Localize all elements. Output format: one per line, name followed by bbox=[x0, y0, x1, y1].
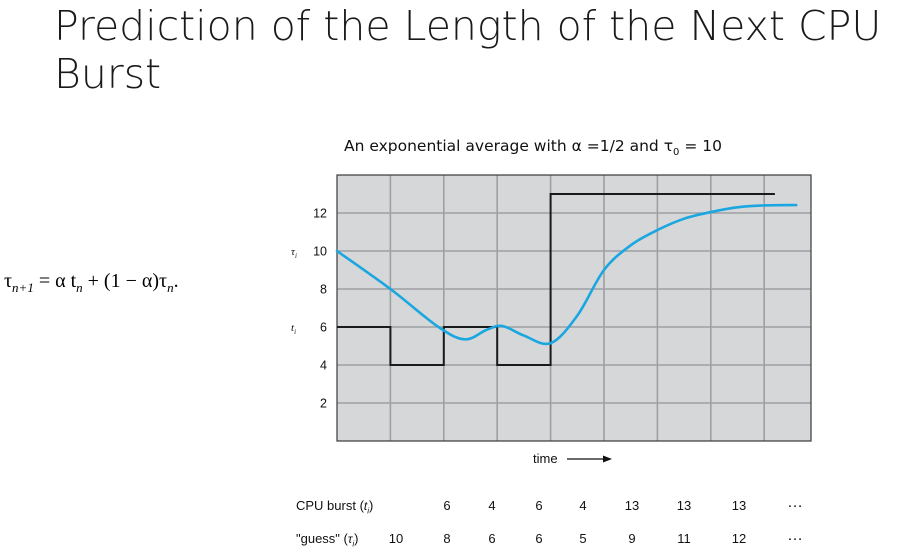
cpu-burst-series bbox=[337, 193, 775, 366]
slide-title: Prediction of the Length of the Next CPU… bbox=[54, 2, 882, 98]
y-tick-label: 6 bbox=[320, 321, 327, 335]
exponential-average-formula: τn+1 = α tn + (1 − α)τn. bbox=[4, 270, 179, 296]
cpu-burst-value: 13 bbox=[676, 498, 692, 513]
formula-lhs-sub: n+1 bbox=[12, 280, 34, 295]
cpu-burst-value: 4 bbox=[579, 498, 587, 513]
plot-frame bbox=[336, 174, 812, 442]
tau-i-marker: τi bbox=[291, 246, 297, 260]
y-tick-label: 4 bbox=[320, 359, 327, 373]
row-label-cpu-burst: CPU burst (ti) bbox=[296, 498, 374, 516]
t-i-marker: ti bbox=[291, 322, 296, 336]
guess-value: 12 bbox=[731, 531, 747, 546]
formula-lhs: τ bbox=[4, 270, 13, 292]
cpu-burst-value: 4 bbox=[488, 498, 496, 513]
cpu-burst-value: 13 bbox=[624, 498, 640, 513]
formula-end: . bbox=[173, 270, 179, 292]
guess-value: 10 bbox=[388, 531, 404, 546]
guess-value: 6 bbox=[488, 531, 496, 546]
plot-area bbox=[337, 175, 811, 441]
guess-value: 5 bbox=[579, 531, 587, 546]
guess-value: … bbox=[787, 527, 805, 544]
chart-caption: An exponential average with α =1/2 and τ… bbox=[344, 137, 722, 158]
x-axis-arrow-head bbox=[603, 455, 612, 463]
guess-value: 9 bbox=[628, 531, 636, 546]
cpu-burst-value: 6 bbox=[443, 498, 451, 513]
y-tick-label: 2 bbox=[320, 397, 327, 411]
cpu-burst-value: … bbox=[787, 494, 805, 511]
guess-series bbox=[335, 203, 798, 346]
cpu-burst-value: 13 bbox=[731, 498, 747, 513]
caption-subscript: 0 bbox=[673, 147, 680, 159]
formula-rhs: = α t bbox=[33, 270, 77, 292]
formula-rhs-sub1: n bbox=[76, 280, 83, 295]
y-tick-label: 12 bbox=[313, 207, 327, 221]
guess-value: 8 bbox=[443, 531, 451, 546]
guess-value: 6 bbox=[535, 531, 543, 546]
formula-rhs-sub2: n bbox=[167, 280, 174, 295]
caption-tail: = 10 bbox=[679, 137, 722, 155]
row-label-guess: "guess" (τi) bbox=[296, 531, 359, 549]
cpu-burst-value: 6 bbox=[535, 498, 543, 513]
y-tick-label: 8 bbox=[320, 283, 327, 297]
guess-value: 11 bbox=[677, 531, 691, 546]
y-tick-label: 10 bbox=[313, 245, 327, 259]
x-axis-label: time bbox=[533, 451, 558, 466]
caption-text: An exponential average with α =1/2 and τ bbox=[344, 137, 674, 155]
formula-rhs2: + (1 − α)τ bbox=[82, 270, 168, 292]
